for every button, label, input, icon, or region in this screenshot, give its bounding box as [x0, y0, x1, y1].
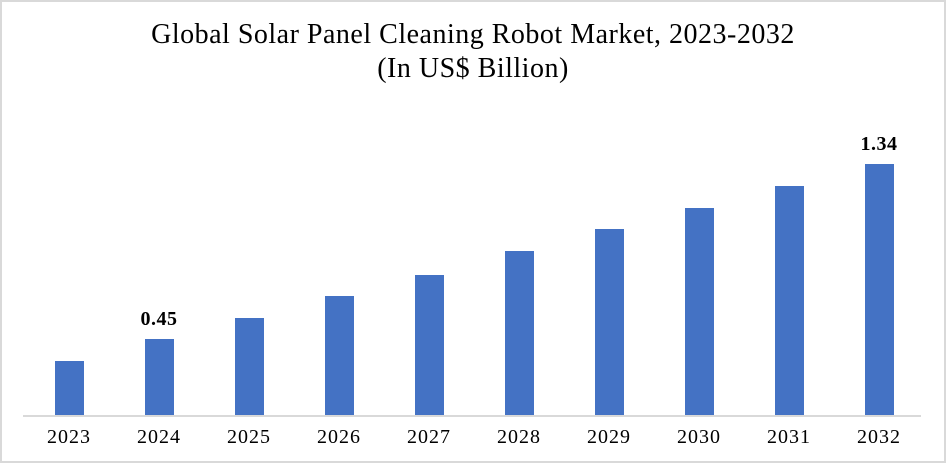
bar-2026: [324, 296, 354, 415]
x-tick-2026: 2026: [317, 426, 361, 448]
bar-2027: [414, 275, 444, 415]
bar-2023: [54, 361, 84, 415]
bar-2025: [234, 318, 264, 415]
bar-2031: [774, 186, 804, 415]
x-tick-2029: 2029: [587, 426, 631, 448]
x-tick-2030: 2030: [677, 426, 721, 448]
chart-title-block: Global Solar Panel Cleaning Robot Market…: [2, 18, 944, 86]
x-tick-2027: 2027: [407, 426, 451, 448]
bar-2030: [684, 208, 714, 415]
x-tick-2024: 2024: [137, 426, 181, 448]
chart-title: Global Solar Panel Cleaning Robot Market…: [151, 19, 795, 50]
bar-2028: [504, 251, 534, 415]
x-tick-2025: 2025: [227, 426, 271, 448]
bar-2029: [594, 229, 624, 415]
x-tick-2023: 2023: [47, 426, 91, 448]
x-tick-2028: 2028: [497, 426, 541, 448]
x-tick-2032: 2032: [857, 426, 901, 448]
bar-2032: [864, 164, 894, 415]
data-label-2024: 0.45: [140, 308, 178, 330]
x-tick-2031: 2031: [767, 426, 811, 448]
chart-subtitle: (In US$ Billion): [377, 53, 569, 84]
x-axis-line: [23, 415, 921, 417]
bar-2024: [144, 339, 174, 415]
data-label-2032: 1.34: [860, 133, 898, 155]
